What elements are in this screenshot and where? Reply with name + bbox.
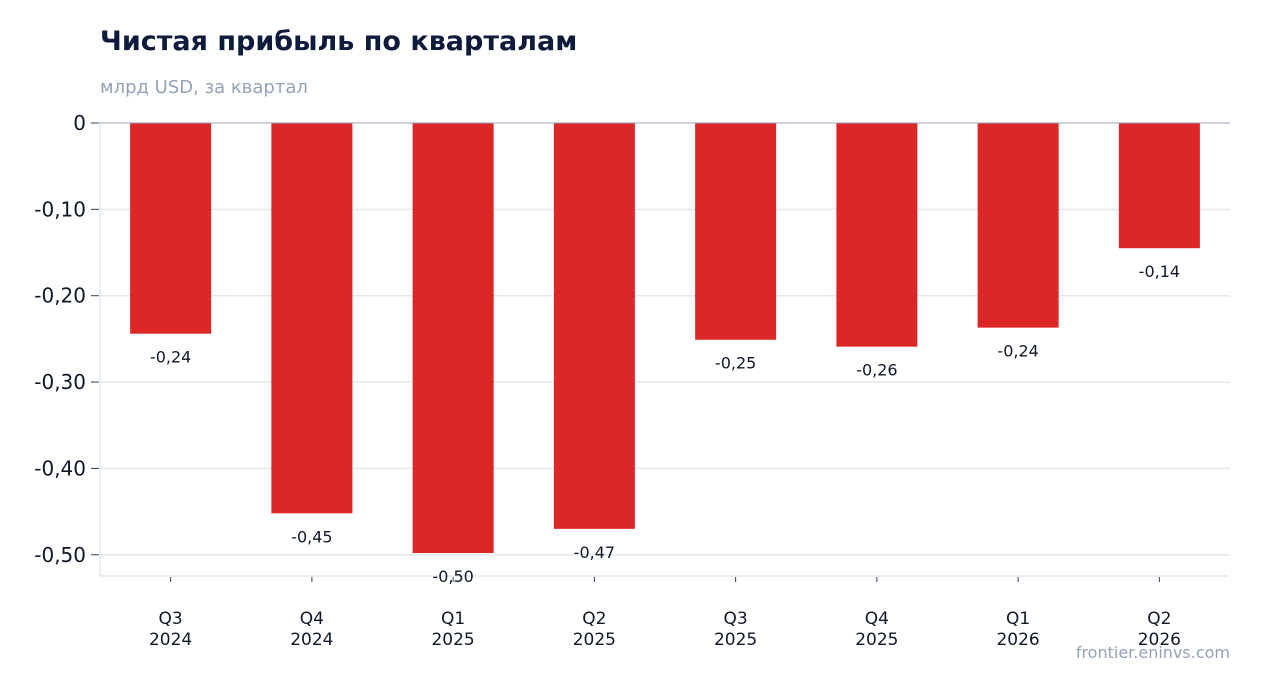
x-tick-label-year: 2025: [855, 630, 898, 650]
x-tick-label-year: 2024: [290, 630, 333, 650]
x-tick-label-quarter: Q3: [159, 609, 183, 629]
data-label: -0,24: [150, 348, 191, 367]
y-tick-label: -0,10: [34, 197, 86, 221]
x-tick-label-year: 2026: [1138, 630, 1181, 650]
bar: [412, 123, 494, 554]
source-credit: frontier.eninvs.com: [1075, 643, 1230, 662]
x-tick-label-year: 2025: [573, 630, 616, 650]
data-label: -0,25: [715, 354, 756, 373]
y-tick-label: -0,50: [34, 543, 86, 567]
data-label: -0,14: [1139, 262, 1180, 281]
bar: [130, 123, 212, 334]
y-tick-label: -0,30: [34, 370, 86, 394]
data-label: -0,45: [291, 527, 332, 546]
bars: [130, 123, 1200, 554]
data-labels: -0,24 -0,45 -0,50 -0,47 -0,25 -0,26 -0,24 -0,14: [150, 262, 1180, 586]
bar: [271, 123, 353, 514]
chart-subtitle: млрд USD, за квартал: [100, 77, 308, 98]
x-tick-label-quarter: Q4: [865, 609, 889, 629]
y-tick-label: -0,40: [34, 456, 86, 480]
bar: [553, 123, 635, 529]
y-tick-label: 0: [73, 111, 86, 135]
chart-title: Чистая прибыль по кварталам: [100, 26, 578, 57]
x-tick-label-year: 2025: [714, 630, 757, 650]
gridlines: [99, 123, 1230, 577]
x-tick-label-year: 2024: [149, 630, 192, 650]
bar: [836, 123, 918, 347]
data-label: -0,47: [574, 543, 615, 562]
x-tick-label-quarter: Q2: [582, 609, 606, 629]
x-tick-label-quarter: Q1: [441, 609, 465, 629]
data-label: -0,50: [432, 567, 473, 586]
bar: [695, 123, 777, 340]
data-label: -0,26: [856, 361, 897, 380]
data-label: -0,24: [997, 342, 1038, 361]
x-tick-label-quarter: Q2: [1147, 609, 1171, 629]
x-tick-label-quarter: Q3: [724, 609, 748, 629]
bar: [1118, 123, 1200, 249]
x-tick-label-quarter: Q1: [1006, 609, 1030, 629]
y-tick-label: -0,20: [34, 284, 86, 308]
bar: [977, 123, 1059, 328]
x-tick-label-year: 2026: [996, 630, 1039, 650]
axes: 0-0,10-0,20-0,30-0,40-0,50Q32024Q42024Q1…: [34, 111, 1230, 650]
x-tick-label-year: 2025: [431, 630, 474, 650]
x-tick-label-quarter: Q4: [300, 609, 324, 629]
